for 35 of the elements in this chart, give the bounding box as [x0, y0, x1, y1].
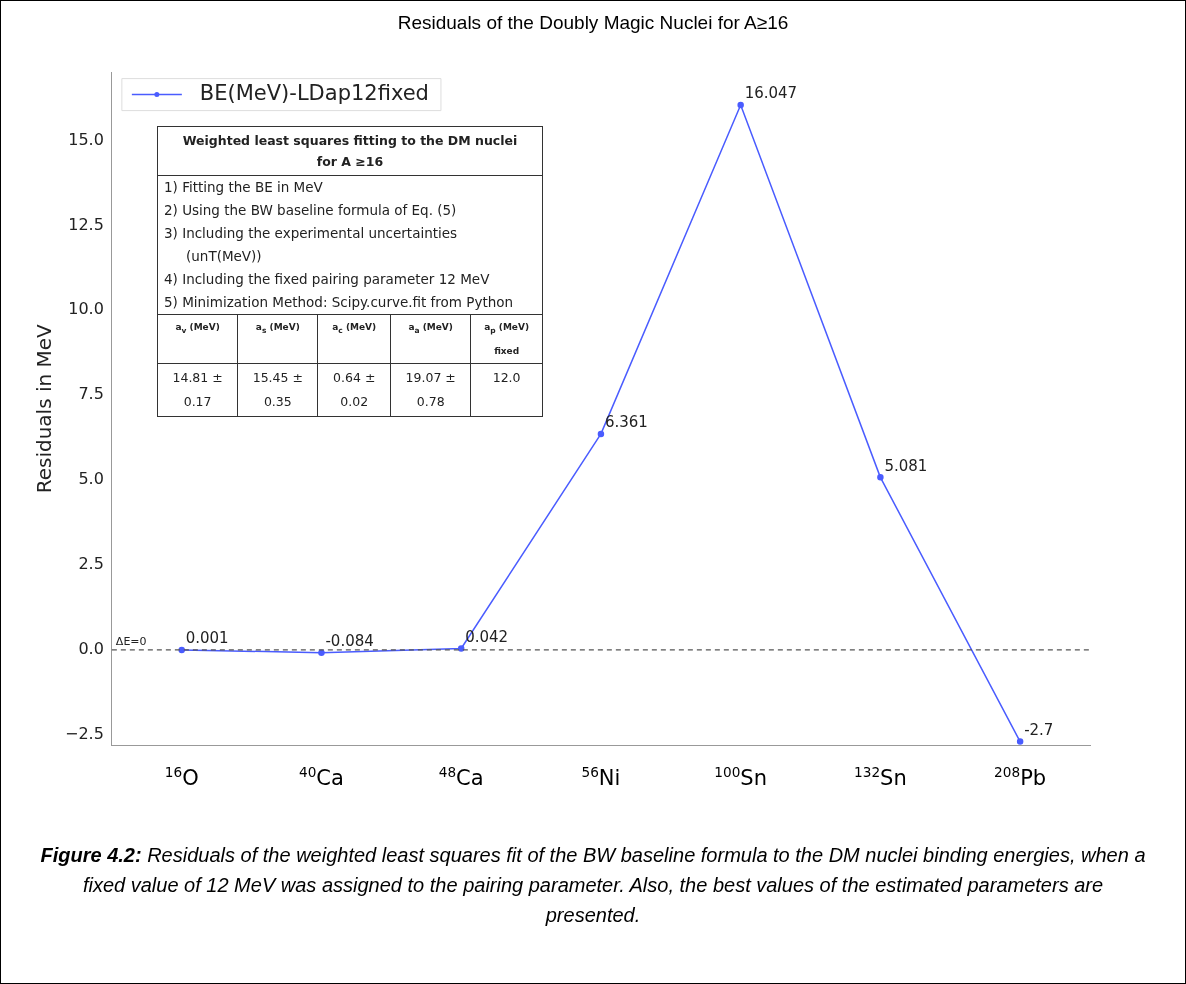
y-tick-label: 15.0: [68, 129, 104, 149]
annotation: 0.64 ± 0.02: [317, 363, 391, 416]
annotation: a$_{v}$ (MeV): [158, 314, 238, 364]
y-tick-label: −2.5: [64, 723, 104, 743]
annotation: a$_{s}$ (MeV): [237, 314, 318, 364]
data-label: -2.7: [1024, 720, 1054, 739]
annotation: 19.07 ± 0.78: [390, 363, 471, 416]
data-label: -0.084: [325, 632, 374, 651]
caption: Figure 4.2: Residuals of the weighted least squares fit of the BW baseline formula to the DM nuclei binding energies, when a fixed value of 12 MeV was assigned to the pairing parameter. Also, the best values of the estimated parameters are presented.: [39, 843, 1147, 928]
y-tick-label: 12.5: [68, 214, 104, 234]
annotation: 14.81 ± 0.17: [158, 363, 238, 416]
text: a$_{p}$ (MeV) fixed: [484, 322, 530, 356]
annotation: a$_{c}$ (MeV): [317, 314, 391, 364]
y-tick-label: 0.0: [78, 639, 104, 659]
annotation: 4) Including the fixed pairing parameter 12 MeV: [163, 270, 491, 289]
data-label: 6.361: [604, 413, 648, 432]
annotation: 12.0: [470, 363, 542, 416]
annotation: 3) Including the experimental uncertainties (unT(MeV)): [163, 224, 459, 266]
annotation: a$_{a}$ (MeV): [390, 314, 471, 364]
data-label: 0.001: [185, 629, 229, 648]
annotation: 2) Using the BW baseline formula of Eq. (5): [163, 201, 458, 220]
ref-line-label: ΔE=0: [115, 635, 147, 649]
chart-title: Residuals of the Doubly Magic Nuclei for A≥16: [396, 12, 790, 34]
y-tick-label: 2.5: [78, 554, 104, 574]
annotation: Weighted least squares fitting to the DM nuclei for A ≥16: [158, 127, 542, 176]
annotation: 1) Fitting the BE in MeV: [163, 178, 324, 197]
legend-label: BE(MeV)-LDap12fixed: [199, 81, 429, 106]
annotation: 5) Minimization Method: Scipy.curve.fit from Python: [163, 293, 515, 312]
annotation: 15.45 ± 0.35: [237, 363, 318, 416]
y-tick-label: 10.0: [68, 299, 104, 319]
y-tick-label: 7.5: [78, 384, 104, 404]
data-label: 5.081: [884, 456, 928, 475]
data-label: 16.047: [744, 84, 798, 103]
y-axis-title: Residuals in MeV: [32, 323, 57, 494]
y-tick-label: 5.0: [78, 469, 104, 489]
